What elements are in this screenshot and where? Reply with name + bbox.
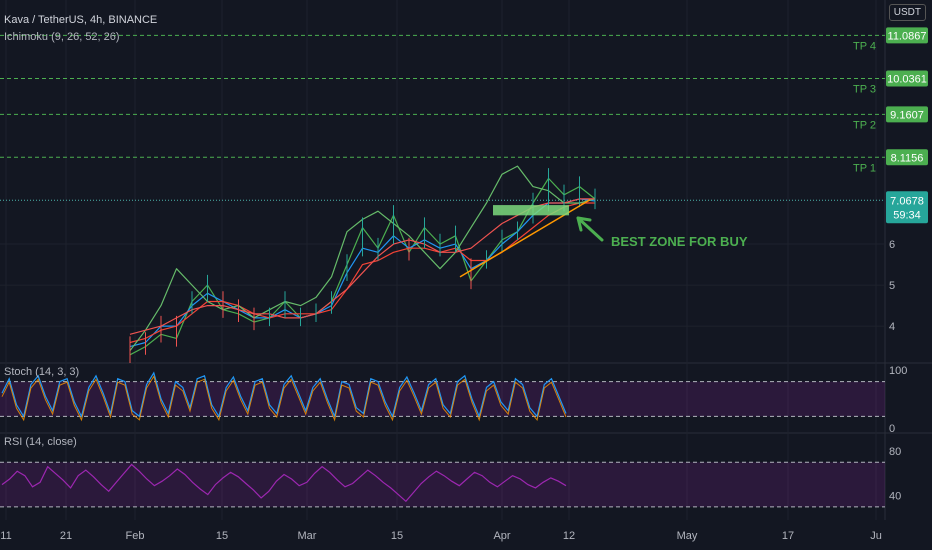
rsi-y-tick: 40 [889,491,901,503]
tp-level-label: TP 3 [853,84,876,96]
currency-selector[interactable]: USDT [888,4,926,21]
last-price-value: 7.0678 [890,195,924,207]
tp-price-badge[interactable] [886,27,928,44]
rsi-legend[interactable]: RSI (14, close) [4,436,77,448]
tp-level-label: TP 4 [853,40,876,52]
tp-level-label: TP 1 [853,162,876,174]
tp-price-badge[interactable] [886,70,928,87]
x-tick-label: 21 [60,530,72,542]
arrow-icon [576,216,604,242]
bar-countdown: 59:34 [893,209,921,221]
x-tick-label: Ju [870,530,882,542]
tp-price-value: 9.1607 [890,109,924,121]
x-tick-label: May [677,530,698,542]
x-tick-label: Feb [126,530,145,542]
y-tick-label: 5 [889,280,895,292]
x-tick-label: 11 [0,530,11,542]
x-tick-label: Apr [493,530,510,542]
last-price-badge[interactable] [886,191,928,224]
stoch-line[interactable] [1,371,567,419]
stoch-y-tick: 100 [889,365,907,377]
tp-price-value: 11.0867 [888,30,927,42]
tp-price-badge[interactable] [886,106,928,123]
stoch-signal-line[interactable] [1,375,567,422]
symbol-title[interactable]: Kava / TetherUS, 4h, BINANCE [4,14,158,26]
tp-price-value: 8.1156 [891,152,924,164]
ichimoku-legend[interactable]: Ichimoku (9, 26, 52, 26) [4,31,120,43]
x-tick-label: 15 [216,530,228,542]
rsi-line[interactable] [1,463,567,503]
x-tick-label: 17 [782,530,794,542]
x-tick-label: 12 [563,530,575,542]
x-tick-label: Mar [298,530,317,542]
rsi-y-tick: 80 [889,446,901,458]
y-tick-label: 4 [889,321,895,333]
tp-price-value: 10.0361 [887,74,927,86]
x-tick-label: 15 [391,530,403,542]
buy-zone-annotation: BEST ZONE FOR BUY [611,234,748,249]
buy-zone-box[interactable] [493,205,569,216]
y-tick-label: 6 [889,239,895,251]
rsi-band [0,462,885,507]
stoch-y-tick: 0 [889,423,895,435]
tp-level-label: TP 2 [853,119,876,131]
stoch-legend[interactable]: Stoch (14, 3, 3) [4,366,80,378]
tp-price-badge[interactable] [886,149,928,166]
